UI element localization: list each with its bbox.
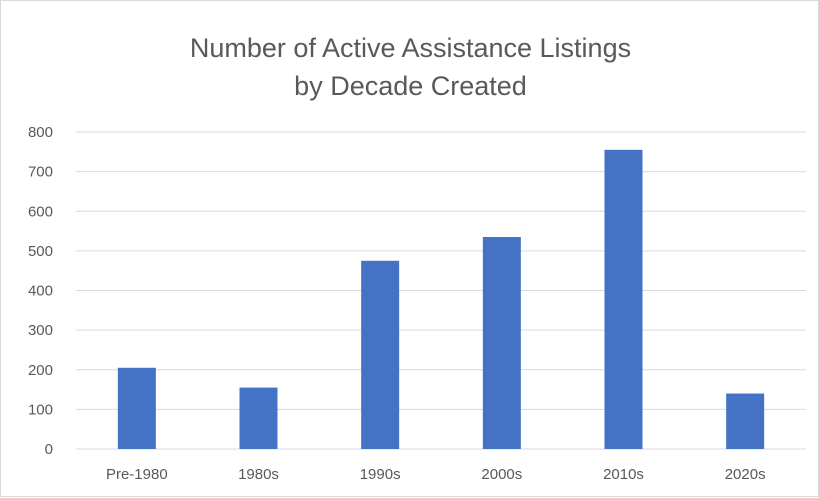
bar-1990s	[361, 260, 400, 449]
x-tick-label: Pre-1980	[106, 466, 168, 483]
y-tick-label: 500	[28, 243, 53, 260]
x-axis-tick-labels: Pre-1980 1980s 1990s 2000s 2010s 2020s	[106, 466, 766, 483]
bar-2000s	[482, 237, 521, 449]
y-tick-label: 0	[45, 441, 53, 458]
y-tick-label: 600	[28, 203, 53, 220]
y-axis-tick-labels: 0 100 200 300 400 500 600 700 800	[28, 124, 53, 458]
y-tick-label: 800	[28, 124, 53, 141]
bar-1980s	[239, 387, 278, 449]
x-tick-label: 2010s	[603, 466, 644, 483]
bar-2010s	[604, 149, 643, 450]
y-tick-label: 700	[28, 164, 53, 181]
gridlines	[76, 131, 806, 450]
bar-2020s	[726, 393, 765, 449]
y-tick-label: 400	[28, 283, 53, 300]
bar-pre-1980	[117, 367, 156, 449]
chart-title-line-2: by Decade Created	[294, 71, 527, 101]
x-tick-label: 2000s	[481, 466, 522, 483]
x-tick-label: 2020s	[725, 466, 766, 483]
chart-title: Number of Active Assistance Listings by …	[1, 29, 819, 105]
y-tick-label: 100	[28, 401, 53, 418]
y-tick-label: 300	[28, 322, 53, 339]
x-tick-label: 1980s	[238, 466, 279, 483]
x-tick-label: 1990s	[360, 466, 401, 483]
chart-title-line-1: Number of Active Assistance Listings	[189, 33, 632, 63]
y-tick-label: 200	[28, 362, 53, 379]
bars	[117, 149, 765, 450]
